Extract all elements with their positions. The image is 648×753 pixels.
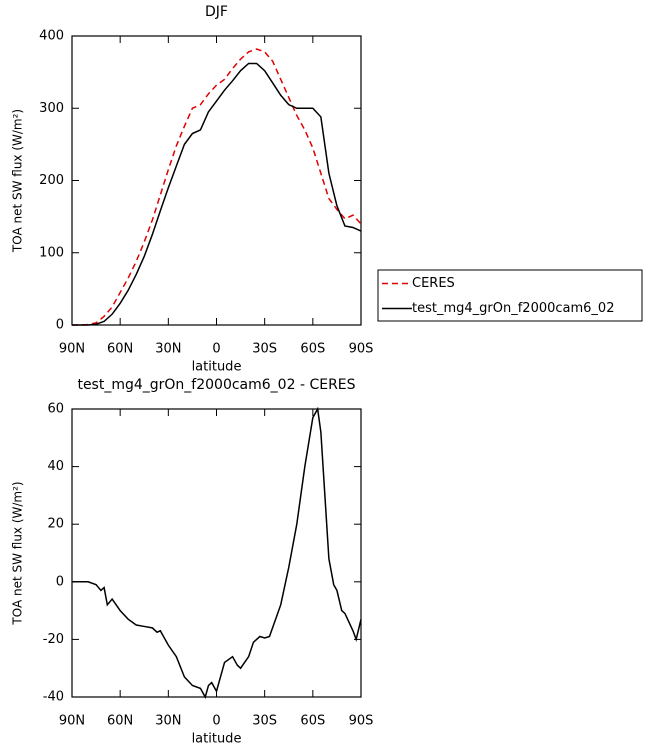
y-tick-label: 100 [39,245,64,260]
x-tick-label: 90N [59,342,85,357]
series-line [72,62,362,326]
x-axis-label: latitude [192,360,242,375]
y-tick-label: 300 [39,101,64,116]
plot-frame [71,35,362,326]
x-tick-label: 30N [155,714,181,729]
y-tick-label: 40 [47,459,64,474]
x-tick-label: 60S [300,342,325,357]
x-tick-label: 0 [212,342,220,357]
x-axis-label: latitude [192,732,242,747]
y-tick-label: 0 [56,318,64,333]
y-tick-label: 200 [39,173,64,188]
y-axis-label: TOA net SW flux (W/m²) [11,481,25,625]
chart-title: DJF [205,4,228,20]
x-tick-label: 90S [349,714,374,729]
x-tick-label: 30S [252,714,277,729]
x-tick-label: 30S [252,342,277,357]
x-tick-label: 0 [212,714,220,729]
y-tick-label: 20 [47,517,64,532]
legend-box [377,269,643,322]
x-tick-label: 60N [107,342,133,357]
y-tick-label: -40 [43,690,64,705]
y-tick-label: 400 [39,29,64,44]
chart-title: test_mg4_grOn_f2000cam6_02 - CERES [77,377,355,393]
x-tick-label: 60S [300,714,325,729]
x-tick-label: 90S [349,342,374,357]
x-tick-label: 30N [155,342,181,357]
x-tick-label: 60N [107,714,133,729]
series-line [72,48,362,326]
y-tick-label: -20 [43,632,64,647]
legend-label: test_mg4_grOn_f2000cam6_02 [412,301,614,316]
x-tick-label: 90N [59,714,85,729]
y-tick-label: 60 [47,402,64,417]
legend-label: CERES [412,276,455,291]
y-axis-label: TOA net SW flux (W/m²) [11,109,25,253]
plot-frame [71,408,362,698]
series-line [72,406,362,699]
y-tick-label: 0 [56,574,64,589]
